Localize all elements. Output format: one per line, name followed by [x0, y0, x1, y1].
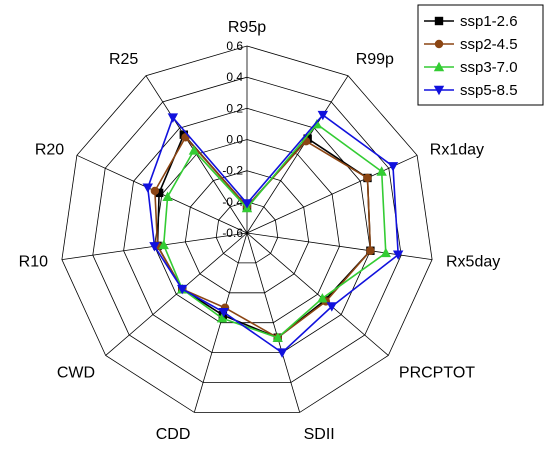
axis-label-prcptot: PRCPTOT: [399, 365, 475, 382]
data-point: [366, 246, 375, 255]
data-point: [177, 284, 188, 295]
grid-spoke: [193, 232, 248, 413]
legend-item: ssp3-7.0: [424, 59, 518, 76]
tick-label: -0.2: [222, 164, 243, 178]
data-point: [387, 162, 399, 172]
axis-label-rx5day: Rx5day: [446, 254, 500, 271]
data-point: [150, 186, 160, 196]
data-point: [167, 113, 179, 123]
axis-label-sdii: SDII: [304, 426, 335, 443]
data-point: [216, 313, 228, 323]
tick-label: 0.6: [226, 39, 243, 53]
legend: ssp1-2.6 ssp2-4.5 ssp3-7.0 ssp5-8.5: [417, 4, 544, 106]
data-point: [142, 183, 153, 193]
tick-label: -0.6: [222, 226, 243, 240]
axis-label-r20: R20: [35, 142, 64, 159]
data-point: [434, 39, 444, 49]
data-point: [376, 166, 387, 176]
data-point: [272, 332, 283, 342]
grid-spoke: [246, 232, 433, 261]
data-point: [363, 173, 372, 183]
grid-spoke: [246, 154, 418, 234]
grid-ring: [184, 170, 310, 294]
legend-label: ssp2-4.5: [460, 36, 518, 53]
data-point: [380, 247, 392, 258]
grid-spoke: [246, 232, 389, 356]
grid-ring: [61, 45, 433, 413]
axis-label-cdd: CDD: [156, 426, 191, 443]
series-ssp5-8.5: [142, 110, 404, 358]
axis-labels: R95p R99p Rx1day Rx5day PRCPTOT SDII CDD CWD R10…: [19, 19, 501, 443]
data-point: [326, 302, 337, 312]
axis-label-r10: R10: [19, 254, 48, 271]
grid-spoke: [246, 232, 301, 413]
legend-item: ssp1-2.6: [424, 13, 518, 30]
legend-label: ssp1-2.6: [460, 13, 518, 30]
radial-tick-labels: 0.60.40.20.0-0.2-0.4-0.6: [222, 39, 243, 240]
grid-ring: [92, 76, 402, 383]
series-line: [146, 113, 400, 354]
data-point: [181, 133, 190, 142]
data-point: [317, 110, 329, 121]
data-point: [433, 85, 445, 96]
data-point: [149, 242, 160, 252]
series-line: [162, 123, 387, 339]
series-line: [154, 135, 372, 339]
tick-label: 0.4: [226, 70, 243, 84]
radar-grid: [61, 45, 433, 413]
data-point: [188, 145, 200, 155]
grid-ring: [215, 201, 279, 264]
axis-label-rx1day: Rx1day: [430, 142, 484, 159]
tick-label: 0.2: [226, 101, 243, 115]
axis-label-cwd: CWD: [57, 365, 95, 382]
data-point: [276, 348, 288, 358]
data-point: [158, 239, 169, 250]
legend-label: ssp5-8.5: [460, 82, 518, 99]
legend-item: ssp2-4.5: [424, 36, 518, 53]
grid-spoke: [105, 232, 248, 356]
grid-ring: [154, 139, 340, 324]
data-point: [434, 16, 444, 26]
data-point: [162, 191, 173, 201]
axis-label-r99p: R99p: [356, 51, 394, 68]
axis-label-r25: R25: [109, 51, 138, 68]
legend-item: ssp5-8.5: [424, 82, 518, 99]
data-point: [433, 61, 445, 72]
series-ssp2-4.5: [150, 133, 375, 342]
series-ssp3-7.0: [158, 118, 392, 342]
data-point: [317, 293, 328, 303]
data-point: [218, 308, 229, 318]
data-point: [241, 199, 253, 209]
data-series: [142, 110, 404, 358]
grid-ring: [123, 107, 371, 354]
legend-label: ssp3-7.0: [460, 59, 518, 76]
tick-label: 0.0: [226, 133, 243, 147]
grid-spoke: [246, 75, 349, 234]
axis-label-r95p: R95p: [228, 19, 266, 36]
data-point: [392, 250, 404, 260]
data-point: [154, 188, 164, 198]
